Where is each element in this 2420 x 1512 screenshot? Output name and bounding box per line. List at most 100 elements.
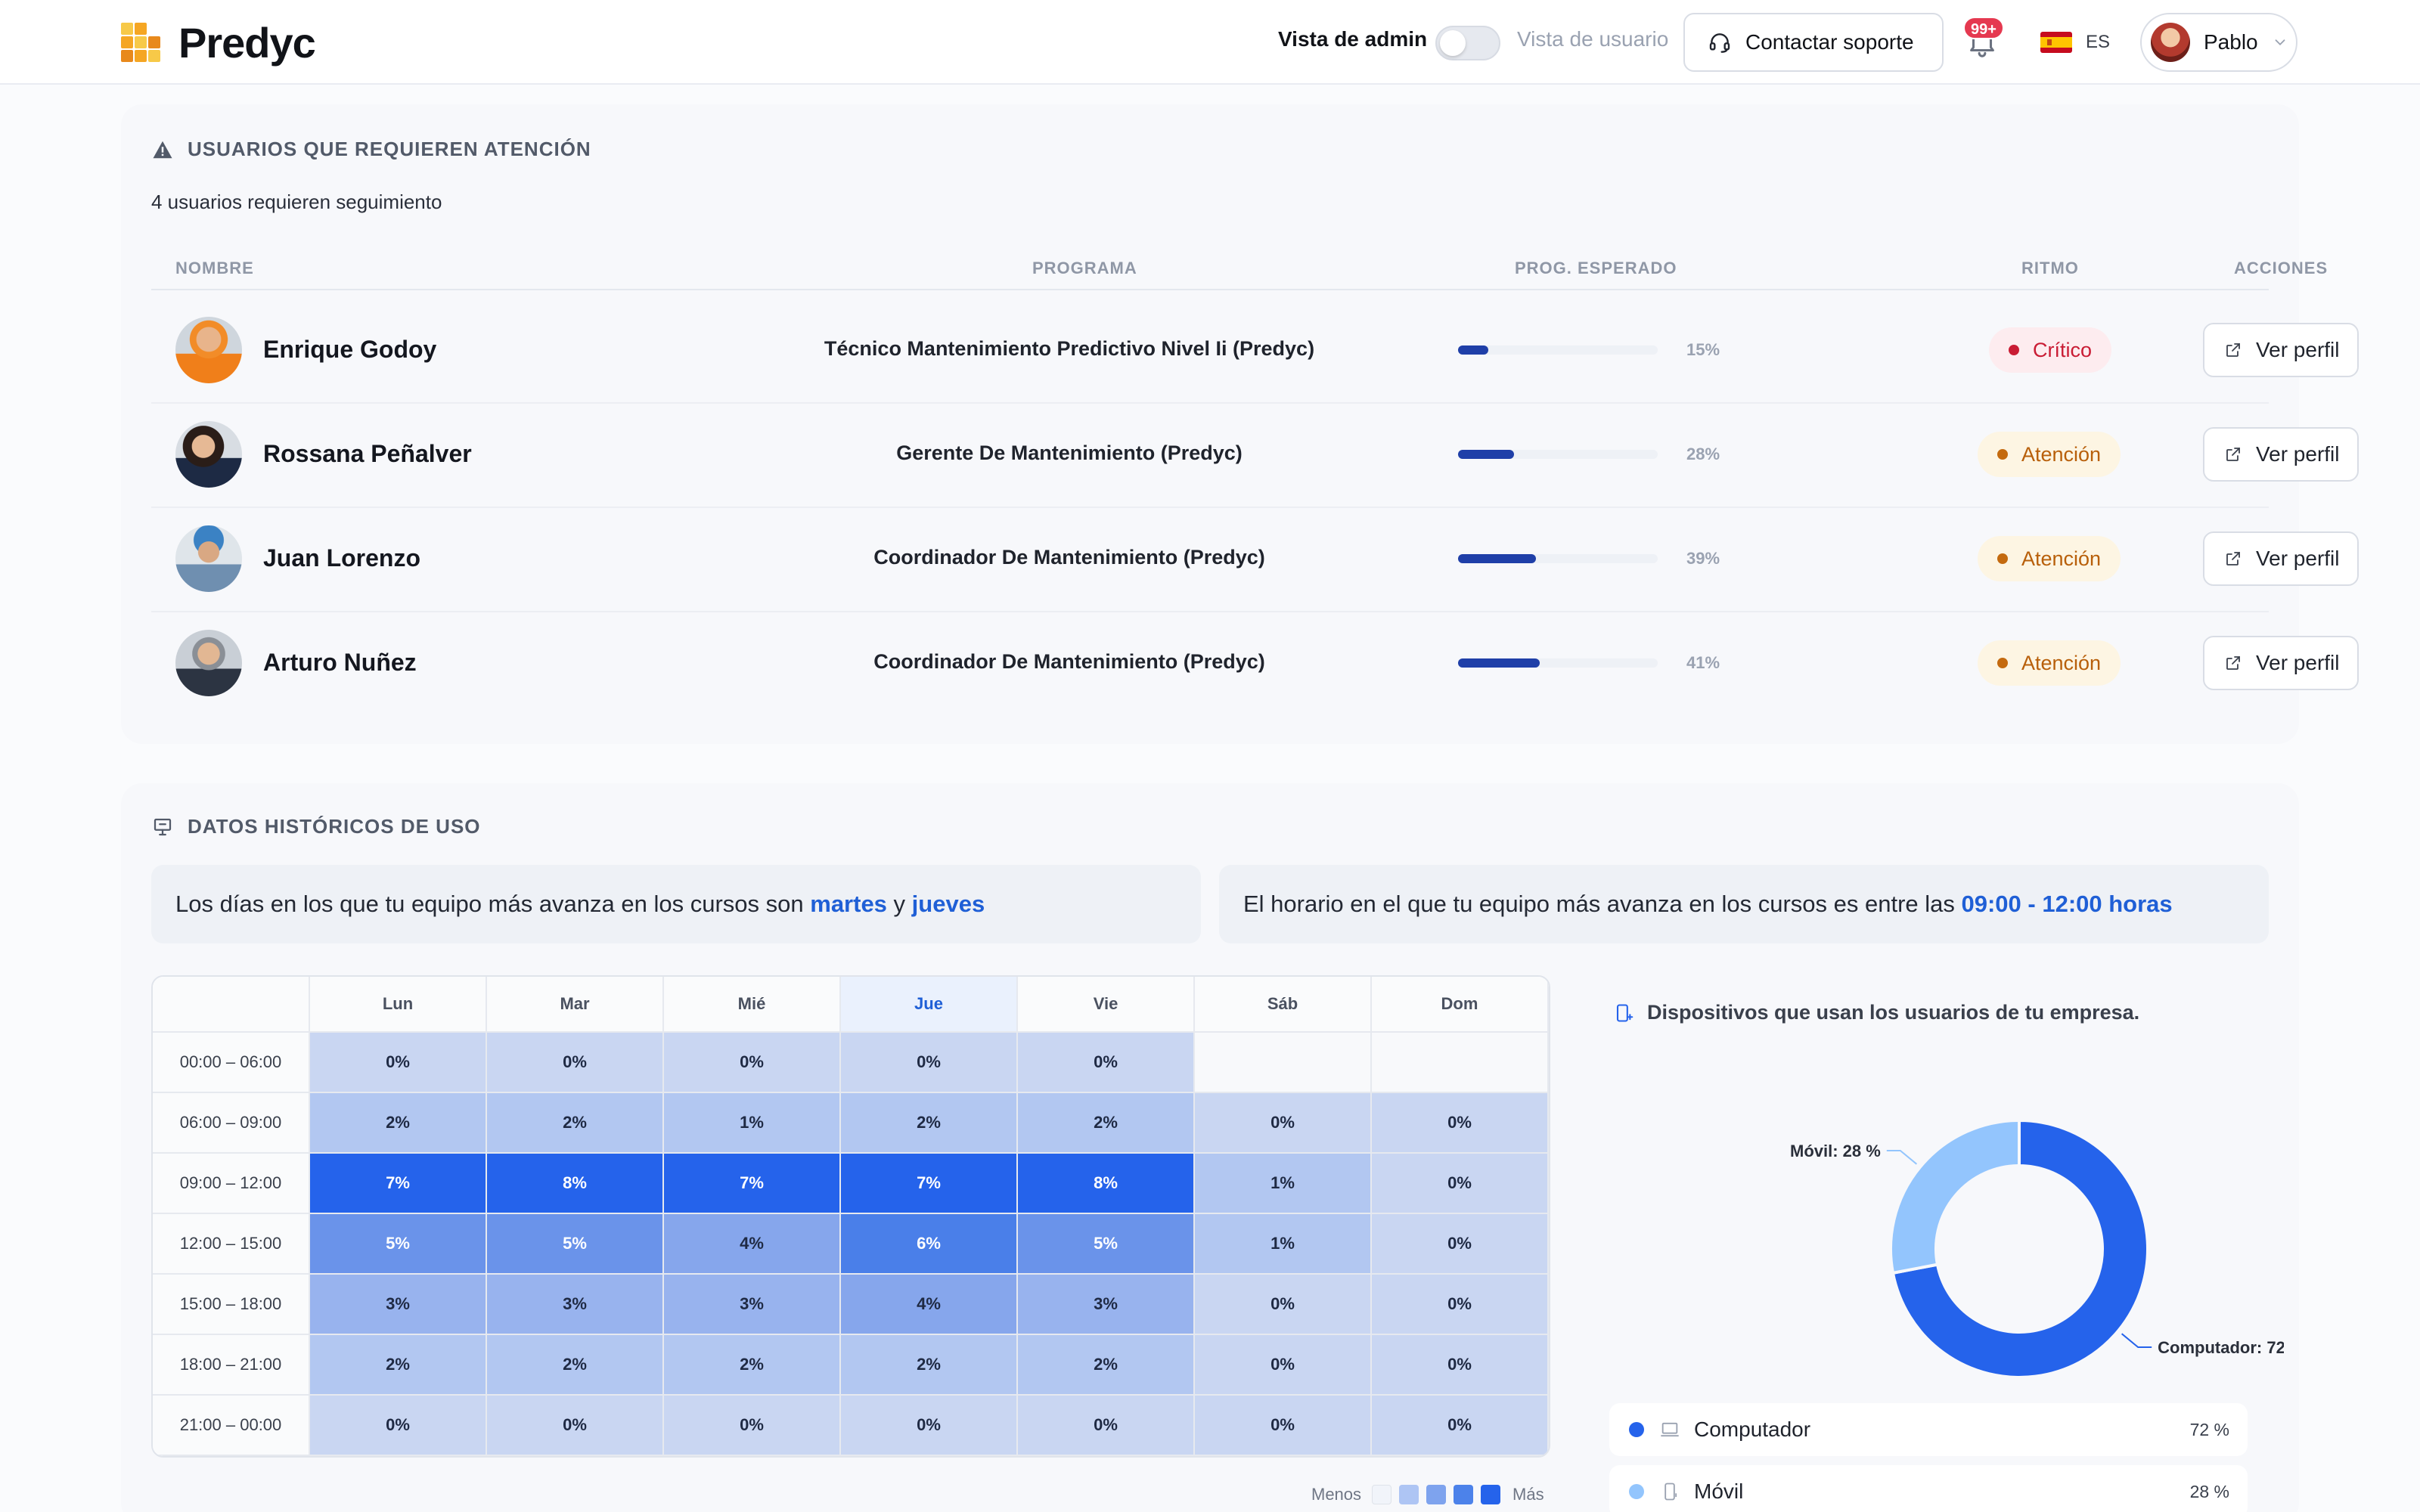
heatmap-cell: 2% [310,1335,487,1396]
progress-percent: 15% [1686,340,1720,359]
avatar [175,525,242,592]
logo-text: Predyc [178,18,316,67]
col-pace: RITMO [2021,259,2079,277]
avatar [175,317,242,383]
program-name: Técnico Mantenimiento Predictivo Nivel I… [824,337,1315,360]
table-row: Rossana Peñalver Gerente De Mantenimient… [151,402,2359,507]
heatmap-cell: 2% [487,1335,664,1396]
legend-swatch [1481,1485,1501,1504]
heatmap-cell: 0% [1372,1396,1549,1456]
heatmap-day-header: Dom [1372,977,1549,1033]
legend-swatch [1426,1485,1447,1504]
device-name: Móvil [1694,1479,1744,1503]
view-profile-button[interactable]: Ver perfil [2203,531,2359,586]
heatmap-corner [153,977,310,1033]
heatmap-cell: 5% [310,1214,487,1275]
col-program: PROGRAMA [1032,259,1137,277]
view-profile-button[interactable]: Ver perfil [2203,427,2359,482]
insight-days-prefix: Los días en los que tu equipo más avanza… [175,891,811,917]
heatmap-time-slot: 09:00 – 12:00 [153,1154,310,1214]
heatmap-cell: 5% [487,1214,664,1275]
attention-section-title: USUARIOS QUE REQUIEREN ATENCIÓN [151,138,591,161]
user-name[interactable]: Enrique Godoy [263,336,437,363]
legend-swatch [1399,1485,1419,1504]
heatmap-day-header: Vie [1018,977,1195,1033]
donut-slice-computador[interactable] [1891,1118,2149,1379]
user-name[interactable]: Juan Lorenzo [263,544,421,572]
heatmap-time-slot: 15:00 – 18:00 [153,1275,310,1335]
divider [151,507,2269,508]
spain-flag-icon[interactable] [2040,32,2072,53]
view-profile-button[interactable]: Ver perfil [2203,636,2359,690]
heatmap-cell: 2% [1018,1093,1195,1154]
heatmap-cell: 2% [310,1093,487,1154]
legend-swatch [1454,1485,1474,1504]
device-legend-row: Computador 72 % [1609,1403,2248,1456]
heatmap-time-slot: 18:00 – 21:00 [153,1335,310,1396]
support-button-label: Contactar soporte [1745,30,1914,54]
donut-slice-móvil[interactable] [1889,1118,2021,1275]
progress-bar [1458,554,1658,563]
contact-support-button[interactable]: Contactar soporte [1683,13,1944,72]
legend-more: Más [1512,1485,1544,1504]
language-code[interactable]: ES [2086,32,2111,52]
view-toggle[interactable] [1435,26,1500,60]
heatmap-cell: 6% [841,1214,1018,1275]
heatmap-cell: 0% [664,1396,841,1456]
profile-menu-button[interactable]: Pablo [2140,13,2297,72]
heatmap-time-slot: 00:00 – 06:00 [153,1033,310,1093]
program-name: Coordinador De Mantenimiento (Predyc) [873,650,1265,673]
heatmap-time-slot: 06:00 – 09:00 [153,1093,310,1154]
progress-bar [1458,345,1658,355]
col-name: NOMBRE [175,259,254,277]
avatar [2151,23,2190,62]
user-view-label: Vista de usuario [1517,27,1669,51]
progress-fill [1458,554,1536,563]
device-legend-row: Móvil 28 % [1609,1465,2248,1512]
heatmap-cell: 0% [1372,1335,1549,1396]
heatmap-cell: 1% [1195,1154,1372,1214]
user-name[interactable]: Rossana Peñalver [263,440,472,467]
status-dot [1997,449,2008,460]
table-row: Juan Lorenzo Coordinador De Mantenimient… [151,507,2359,611]
status-dot [1997,553,2008,564]
logo[interactable]: Predyc [121,18,316,67]
donut-leader-line [2121,1333,2152,1349]
heatmap-day-header: Mié [664,977,841,1033]
heatmap-cell: 0% [1018,1396,1195,1456]
col-expected: PROG. ESPERADO [1515,259,1677,277]
heatmap-cell: 4% [841,1275,1018,1335]
heatmap-cell: 5% [1018,1214,1195,1275]
divider [151,611,2269,612]
heatmap-cell: 0% [1195,1093,1372,1154]
view-profile-button[interactable]: Ver perfil [2203,323,2359,377]
view-profile-label: Ver perfil [2256,651,2340,674]
heatmap-time-slot: 12:00 – 15:00 [153,1214,310,1275]
progress-fill [1458,345,1488,355]
heatmap-cell: 2% [1018,1335,1195,1396]
heatmap-day-header: Lun [310,977,487,1033]
device-icon [1616,1003,1634,1022]
heatmap-cell: 8% [487,1154,664,1214]
heatmap-cell: 0% [310,1033,487,1093]
donut-label: Móvil: 28 % [1790,1142,1881,1160]
external-link-icon [2226,552,2240,565]
heatmap-cell: 3% [310,1275,487,1335]
heatmap-cell [1372,1033,1549,1093]
attention-subtitle: 4 usuarios requieren seguimiento [151,191,442,213]
view-profile-label: Ver perfil [2256,547,2340,570]
heatmap-legend: Menos Más [1311,1485,1544,1504]
heatmap-cell: 0% [1372,1275,1549,1335]
user-name[interactable]: Arturo Nuñez [263,649,417,676]
device-value: 72 % [2189,1419,2229,1439]
attention-title: USUARIOS QUE REQUIEREN ATENCIÓN [188,138,591,160]
divider [151,402,2269,404]
external-link-icon [2226,343,2240,357]
progress-bar [1458,450,1658,459]
progress-fill [1458,658,1540,668]
heatmap-cell: 2% [664,1335,841,1396]
heatmap-cell: 0% [1372,1214,1549,1275]
heatmap-cell: 0% [841,1396,1018,1456]
heatmap-cell: 0% [487,1396,664,1456]
heatmap-cell: 0% [310,1396,487,1456]
